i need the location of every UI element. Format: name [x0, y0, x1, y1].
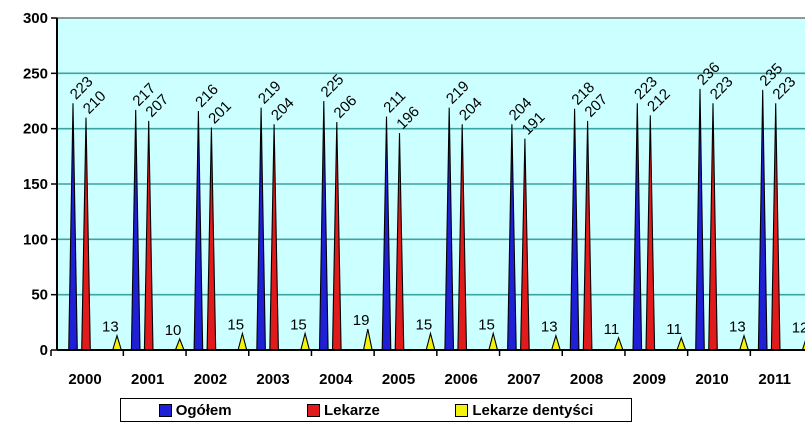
- legend-swatch-lekarze: [307, 403, 321, 417]
- axes: [50, 17, 805, 357]
- y-tick-label: 50: [31, 287, 48, 304]
- x-tick-label: 2004: [319, 371, 353, 388]
- data-label: 13: [729, 319, 746, 336]
- x-tick-label: 2002: [194, 371, 227, 388]
- legend-item-lekarze-dentysci: Lekarze dentyści: [455, 402, 593, 419]
- x-tick-label: 2011: [758, 371, 791, 388]
- data-label: 15: [227, 316, 244, 333]
- x-tick-label: 2010: [695, 371, 728, 388]
- data-label: 13: [102, 319, 119, 336]
- x-tick-label: 2001: [131, 371, 164, 388]
- x-tick-label: 2003: [256, 371, 289, 388]
- data-label: 10: [165, 322, 182, 339]
- data-label: 13: [541, 319, 558, 336]
- legend-swatch-ogolem: [158, 403, 172, 417]
- y-tick-label: 150: [23, 176, 48, 193]
- x-tick-labels: 2000 2001 2002 2003 2004 2005 2006 2007 2008 2009…: [68, 371, 791, 388]
- x-tick-label: 2007: [507, 371, 540, 388]
- x-tick-label: 2008: [570, 371, 603, 388]
- y-tick-label: 250: [23, 65, 48, 82]
- y-tick-label: 300: [23, 10, 48, 27]
- data-label: 11: [604, 321, 620, 338]
- data-label: 11: [666, 321, 682, 338]
- x-tick-label: 2006: [445, 371, 478, 388]
- data-label: 12: [792, 320, 805, 337]
- y-tick-labels: 0 50 100 150 200 250 300: [23, 10, 48, 359]
- x-tick-label: 2005: [382, 371, 415, 388]
- legend-swatch-lekarze-dentysci: [455, 403, 469, 417]
- legend-label-lekarze: Lekarze: [324, 401, 380, 419]
- plot-area: 2232101321720710216201152192041522520619…: [23, 10, 805, 388]
- legend-label-ogolem: Ogółem: [175, 401, 232, 419]
- data-label: 19: [353, 312, 370, 329]
- legend-item-ogolem: Ogółem: [158, 401, 232, 419]
- data-label: 15: [478, 316, 495, 333]
- y-tick-label: 100: [23, 231, 48, 248]
- legend: Ogółem Lekarze Lekarze dentyści: [120, 398, 632, 422]
- x-tick-label: 2000: [68, 371, 101, 388]
- y-tick-label: 0: [40, 342, 48, 359]
- x-tick-label: 2009: [633, 371, 666, 388]
- data-label: 15: [290, 316, 307, 333]
- legend-label-lekarze-dentysci: Lekarze dentyści: [472, 401, 594, 419]
- y-tick-label: 200: [23, 121, 48, 138]
- data-label: 15: [416, 316, 433, 333]
- legend-item-lekarze: Lekarze: [307, 402, 380, 419]
